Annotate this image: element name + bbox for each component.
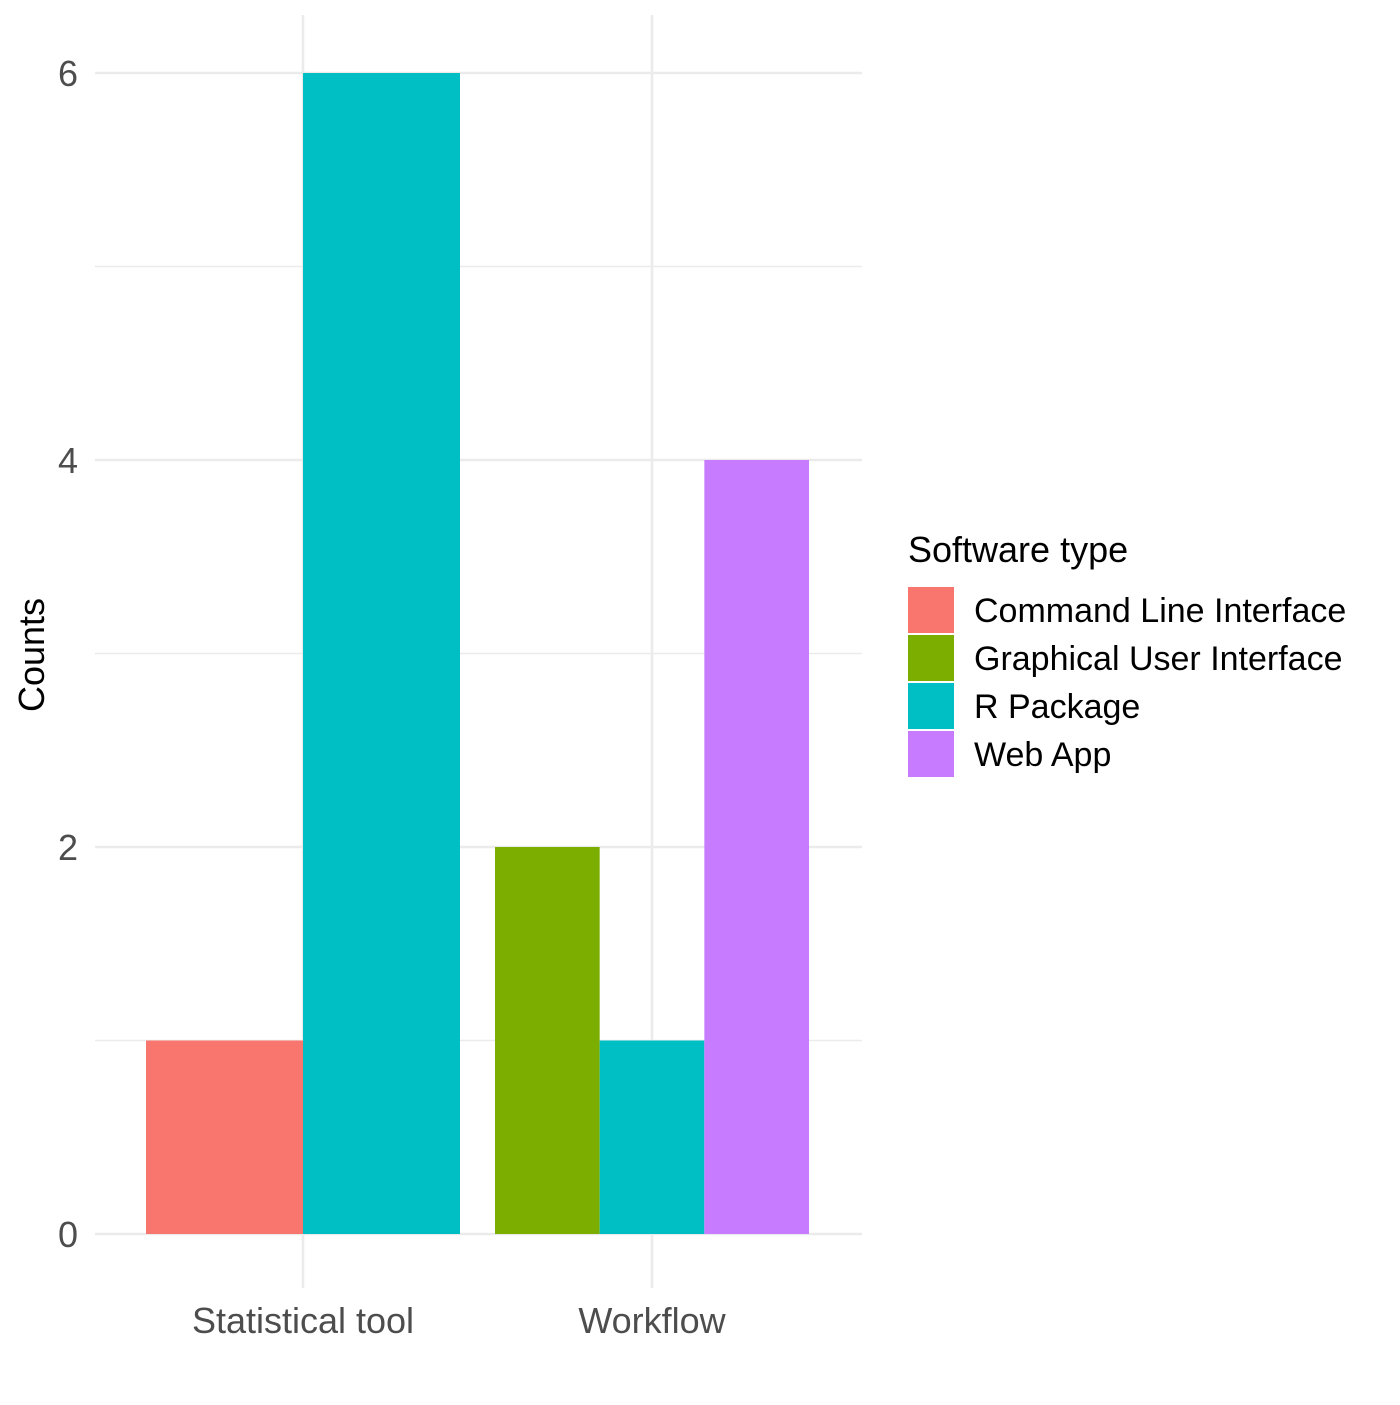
- bar-statistical-tool-r-package: [303, 73, 460, 1234]
- legend: Software type Command Line Interface Grap…: [908, 529, 1346, 777]
- legend-swatch-graphical-user-interface: [908, 635, 954, 681]
- x-axis: Statistical tool Workflow: [192, 1300, 727, 1341]
- bar-workflow-graphical-user-interface: [495, 847, 600, 1234]
- legend-label: Command Line Interface: [974, 592, 1346, 630]
- bar-workflow-r-package: [599, 1040, 705, 1234]
- y-axis: 0 2 4 6: [58, 53, 78, 1255]
- bar-workflow-web-app: [704, 460, 809, 1234]
- legend-swatch-r-package: [908, 683, 954, 729]
- y-tick-label: 2: [58, 827, 78, 868]
- y-axis-title: Counts: [11, 598, 52, 712]
- x-tick-label: Workflow: [578, 1300, 726, 1341]
- y-tick-label: 6: [58, 53, 78, 94]
- legend-label: Web App: [974, 736, 1111, 774]
- bar-statistical-tool-command-line-interface: [146, 1040, 303, 1234]
- y-tick-label: 0: [58, 1214, 78, 1255]
- legend-swatch-command-line-interface: [908, 587, 954, 633]
- legend-title: Software type: [908, 529, 1128, 570]
- y-tick-label: 4: [58, 440, 78, 481]
- legend-label: Graphical User Interface: [974, 640, 1343, 678]
- legend-swatch-web-app: [908, 731, 954, 777]
- bars: [146, 73, 809, 1234]
- legend-label: R Package: [974, 688, 1140, 726]
- x-tick-label: Statistical tool: [192, 1300, 414, 1341]
